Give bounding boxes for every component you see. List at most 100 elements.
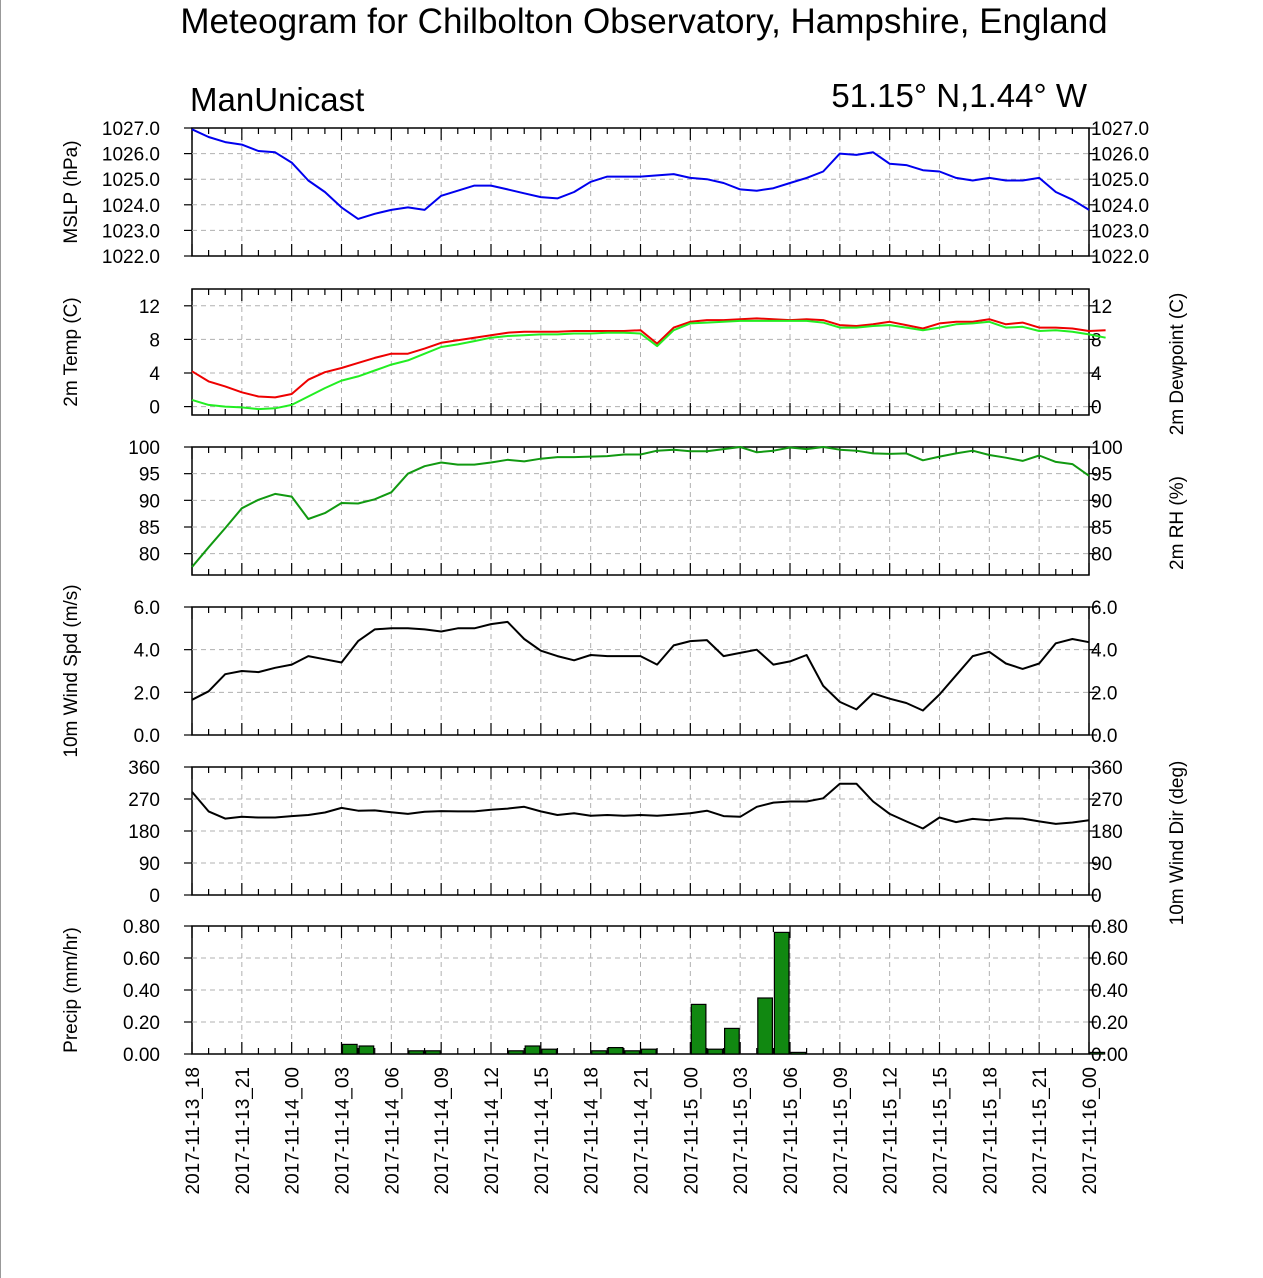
x-tick-label: 2017-11-15_09 bbox=[831, 1067, 852, 1194]
wind-speed-series-0 bbox=[191, 620, 1090, 712]
x-tick-label: 2017-11-15_21 bbox=[1030, 1067, 1051, 1194]
precip-ytick-label-right: 0.80 bbox=[1091, 917, 1128, 938]
wind-speed-ytick-label-right: 2.0 bbox=[1091, 683, 1117, 704]
wind-dir-ytick-label-left: 270 bbox=[128, 790, 160, 811]
rh-ytick-label-right: 100 bbox=[1091, 438, 1123, 459]
wind-dir-series-0 bbox=[191, 782, 1090, 830]
mslp-ytick-label-right: 1026.0 bbox=[1091, 145, 1149, 166]
wind-speed-ytick-label-right: 6.0 bbox=[1091, 598, 1117, 619]
temp-series-1 bbox=[191, 319, 1106, 411]
precip-bar bbox=[723, 1027, 740, 1055]
wind-speed-ytick-label-left: 6.0 bbox=[134, 598, 160, 619]
mslp-ytick-label-left: 1027.0 bbox=[102, 119, 160, 140]
rh-ylabel-right: 2m RH (%) bbox=[1167, 476, 1188, 570]
precip-ytick-label-left: 0.00 bbox=[123, 1045, 160, 1066]
wind-dir-ytick-label-left: 360 bbox=[128, 758, 160, 779]
temp-ytick-label-right: 12 bbox=[1091, 297, 1112, 318]
mslp-ytick-label-right: 1024.0 bbox=[1091, 196, 1149, 217]
rh-ytick-label-left: 90 bbox=[139, 491, 160, 512]
panel-precip: 0.00 0.00 0.20 0.20 0.40 0.40 0.60 0.60 0.80 0.80… bbox=[61, 917, 1128, 1066]
precip-ytick-label-right: 0.60 bbox=[1091, 949, 1128, 970]
mslp-ytick-label-right: 1027.0 bbox=[1091, 119, 1149, 140]
x-tick-label: 2017-11-15_15 bbox=[931, 1067, 952, 1194]
panel-wind-speed: 0.0 0.0 2.0 2.0 4.0 4.0 6.0 6.0 10m Wind Spd (m/… bbox=[61, 584, 1117, 757]
wind-dir-ylabel-right: 10m Wind Dir (deg) bbox=[1167, 761, 1188, 926]
rh-series-0 bbox=[191, 446, 1090, 568]
mslp-ytick-label-right: 1022.0 bbox=[1091, 247, 1149, 268]
x-tick-label: 2017-11-15_03 bbox=[731, 1067, 752, 1194]
precip-bar bbox=[508, 1050, 524, 1055]
rh-ytick-label-left: 95 bbox=[139, 465, 160, 486]
mslp-ytick-label-left: 1025.0 bbox=[102, 170, 160, 191]
left-border bbox=[0, 0, 1, 1278]
wind-dir-ytick-label-right: 90 bbox=[1091, 854, 1112, 875]
precip-bar bbox=[524, 1045, 541, 1055]
temp-ytick-label-right: 4 bbox=[1091, 364, 1102, 385]
panels: 1022.0 1022.0 1023.0 1023.0 1024.0 1024.0 1025… bbox=[61, 119, 1188, 1066]
mslp-ylabel: MSLP (hPa) bbox=[61, 140, 82, 243]
temp-ytick-label-right: 0 bbox=[1091, 398, 1102, 419]
precip-bar bbox=[707, 1048, 724, 1055]
wind-speed-ytick-label-left: 4.0 bbox=[134, 641, 160, 662]
precip-ytick-label-left: 0.80 bbox=[123, 917, 160, 938]
panel-temp: 0 0 4 4 8 8 12 12 2m Temp (C) 2m Dewpoint (C) bbox=[61, 288, 1188, 435]
precip-bar bbox=[425, 1050, 441, 1055]
precip-bar bbox=[591, 1050, 607, 1055]
x-tick-label: 2017-11-14_12 bbox=[482, 1067, 503, 1194]
precip-bar bbox=[757, 997, 773, 1055]
precip-bar bbox=[773, 931, 790, 1055]
rh-ytick-label-right: 90 bbox=[1091, 491, 1112, 512]
x-tick-label: 2017-11-14_15 bbox=[532, 1067, 553, 1194]
precip-bar bbox=[358, 1045, 375, 1055]
x-tick-label: 2017-11-14_18 bbox=[582, 1067, 603, 1194]
wind-speed-ytick-label-left: 2.0 bbox=[134, 683, 160, 704]
precip-ytick-label-left: 0.40 bbox=[123, 981, 160, 1002]
mslp-ytick-label-left: 1026.0 bbox=[102, 145, 160, 166]
precip-bar bbox=[341, 1043, 358, 1055]
wind-dir-ytick-label-left: 180 bbox=[128, 822, 160, 843]
mslp-ytick-label-left: 1022.0 bbox=[102, 247, 160, 268]
wind-dir-ytick-label-left: 0 bbox=[149, 886, 160, 907]
x-tick-label: 2017-11-15_12 bbox=[881, 1067, 902, 1194]
x-tick-label: 2017-11-15_18 bbox=[980, 1067, 1001, 1194]
x-tick-label: 2017-11-13_21 bbox=[233, 1067, 254, 1194]
precip-bar bbox=[1089, 1051, 1106, 1055]
x-tick-label: 2017-11-15_00 bbox=[681, 1067, 702, 1194]
mslp-ytick-label-right: 1023.0 bbox=[1091, 221, 1149, 242]
x-tick-label: 2017-11-15_06 bbox=[781, 1067, 802, 1194]
x-tick-label: 2017-11-13_18 bbox=[183, 1067, 204, 1194]
precip-bar bbox=[640, 1048, 657, 1055]
precip-bar bbox=[690, 1003, 707, 1055]
page-title: Meteogram for Chilbolton Observatory, Ha… bbox=[180, 2, 1107, 41]
precip-bar bbox=[790, 1051, 807, 1055]
temp-series-0 bbox=[191, 317, 1106, 399]
model-label: ManUnicast bbox=[190, 81, 364, 118]
precip-ylabel: Precip (mm/hr) bbox=[61, 927, 82, 1053]
location-label: 51.15° N,1.44° W bbox=[831, 77, 1088, 114]
x-tick-label: 2017-11-14_21 bbox=[632, 1067, 653, 1194]
wind-speed-ytick-label-right: 4.0 bbox=[1091, 641, 1117, 662]
x-tick-label: 2017-11-14_06 bbox=[382, 1067, 403, 1194]
wind-dir-ytick-label-right: 360 bbox=[1091, 758, 1123, 779]
wind-speed-ylabel: 10m Wind Spd (m/s) bbox=[61, 584, 82, 757]
panel-rh: 80 80 85 85 90 90 95 95 100 100 2m RH (%) bbox=[128, 438, 1188, 576]
panel-wind-dir: 0 0 90 90 180 180 270 270 360 360 10m Wind Dir (de… bbox=[128, 758, 1188, 925]
mslp-ytick-label-left: 1024.0 bbox=[102, 196, 160, 217]
mslp-ytick-label-left: 1023.0 bbox=[102, 221, 160, 242]
temp-ytick-label-left: 0 bbox=[149, 398, 160, 419]
precip-ytick-label-right: 0.20 bbox=[1091, 1013, 1128, 1034]
panel-mslp: 1022.0 1022.0 1023.0 1023.0 1024.0 1024.0 1025… bbox=[61, 119, 1149, 268]
mslp-series-0 bbox=[191, 128, 1090, 220]
rh-ytick-label-left: 80 bbox=[139, 545, 160, 566]
temp-ytick-label-left: 4 bbox=[149, 364, 160, 385]
wind-speed-ytick-label-left: 0.0 bbox=[134, 726, 160, 747]
rh-ytick-label-right: 80 bbox=[1091, 545, 1112, 566]
temp-ytick-label-left: 8 bbox=[149, 330, 160, 351]
wind-dir-ytick-label-right: 0 bbox=[1091, 886, 1102, 907]
wind-dir-ytick-label-left: 90 bbox=[139, 854, 160, 875]
precip-ytick-label-right: 0.40 bbox=[1091, 981, 1128, 1002]
mslp-ytick-label-right: 1025.0 bbox=[1091, 170, 1149, 191]
x-tick-label: 2017-11-14_09 bbox=[432, 1067, 453, 1194]
wind-speed-ytick-label-right: 0.0 bbox=[1091, 726, 1117, 747]
precip-ytick-label-left: 0.20 bbox=[123, 1013, 160, 1034]
